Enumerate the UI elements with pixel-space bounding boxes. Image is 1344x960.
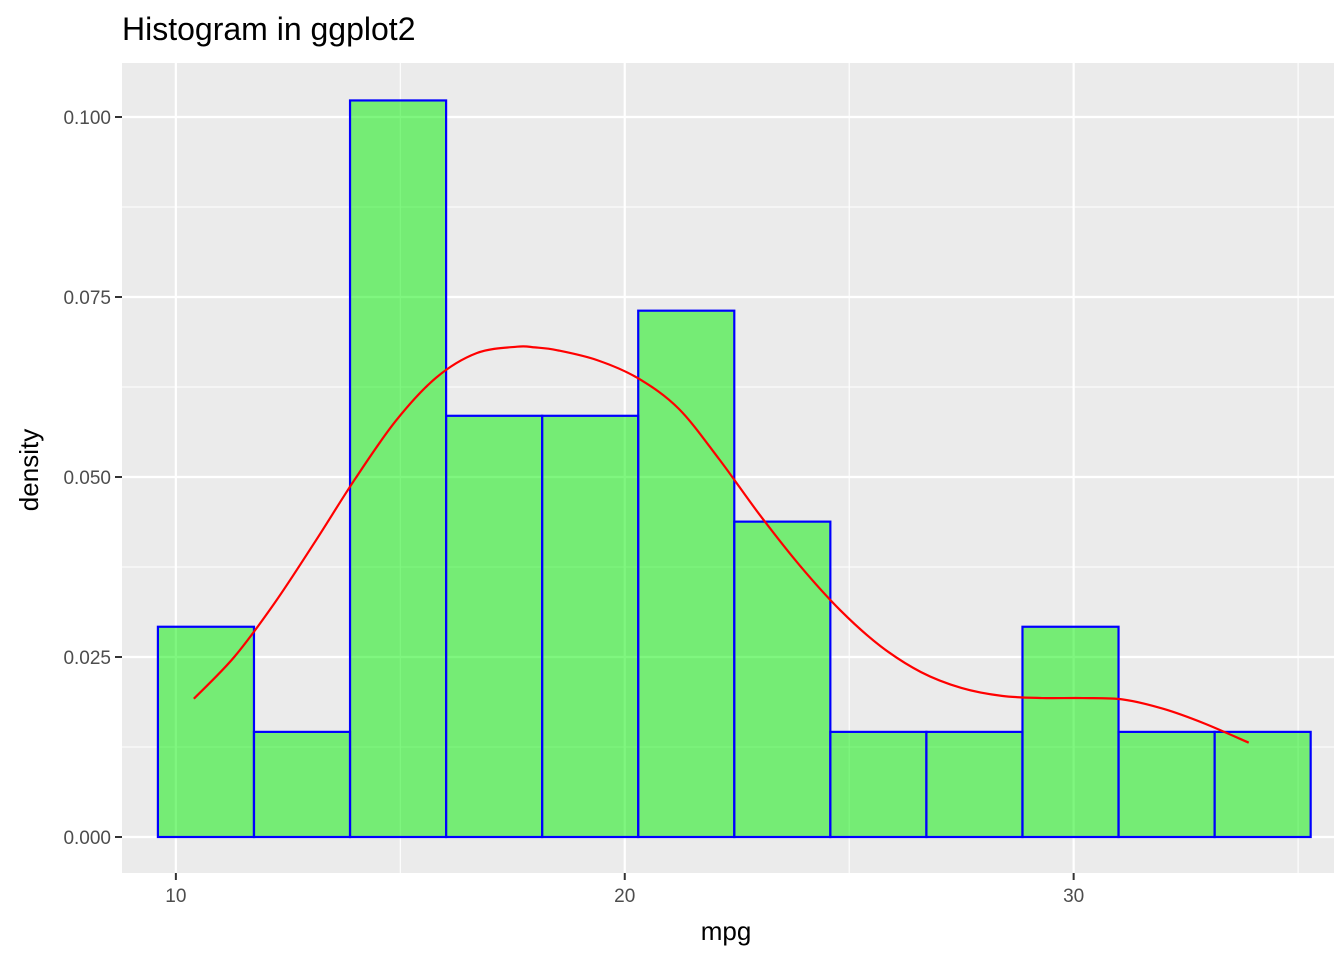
- y-tick-label: 0.075: [63, 288, 111, 309]
- histogram-bar: [541, 414, 640, 839]
- histogram-bar: [252, 730, 352, 839]
- histogram-bar: [925, 730, 1024, 839]
- y-axis: 0.000 0.025 0.050 0.075 0.100: [63, 108, 122, 849]
- y-tick-label: 0.100: [63, 108, 111, 129]
- y-tick-label: 0.050: [63, 468, 111, 489]
- chart-title: Histogram in ggplot2: [122, 11, 415, 47]
- histogram-bar: [1213, 730, 1312, 839]
- y-tick-label: 0.000: [63, 828, 111, 849]
- x-tick-label: 10: [165, 886, 186, 907]
- histogram-bar: [348, 99, 448, 839]
- x-axis: 10 20 30: [165, 873, 1084, 907]
- histogram-bars: [156, 99, 1312, 839]
- histogram-bar: [1021, 625, 1120, 839]
- density-curve: [193, 345, 1250, 744]
- x-axis-label: mpg: [701, 916, 752, 946]
- y-axis-label: density: [14, 429, 44, 511]
- histogram-bar: [1117, 730, 1216, 839]
- histogram-bar: [829, 730, 928, 839]
- histogram-bar: [637, 309, 736, 839]
- x-tick-label: 20: [614, 886, 635, 907]
- histogram-bar: [733, 520, 832, 839]
- histogram-bar: [444, 414, 544, 839]
- histogram-bar: [156, 625, 256, 839]
- y-tick-label: 0.025: [63, 648, 111, 669]
- x-tick-label: 30: [1063, 886, 1084, 907]
